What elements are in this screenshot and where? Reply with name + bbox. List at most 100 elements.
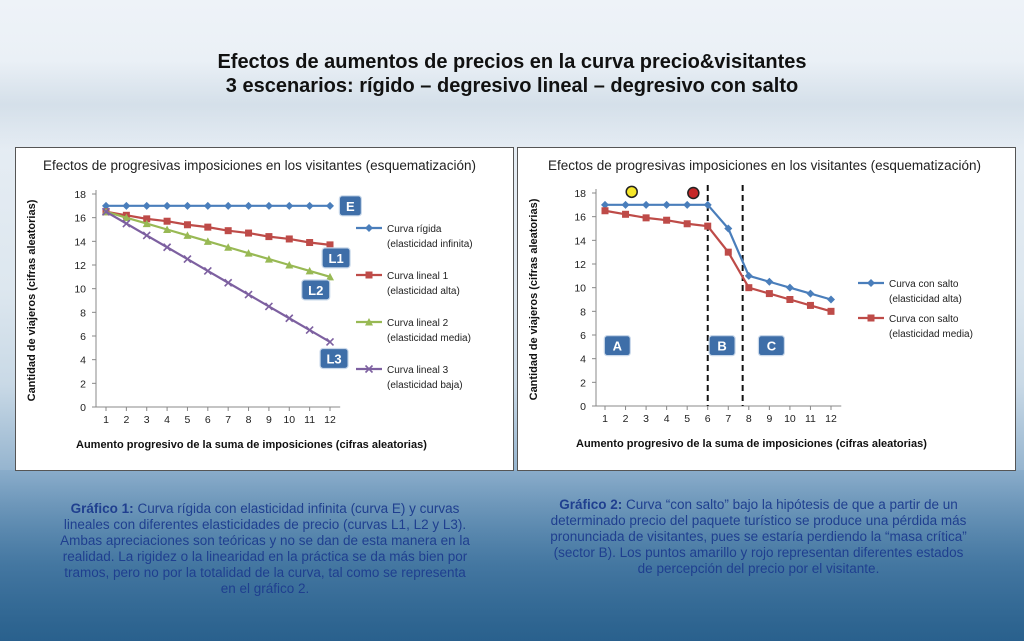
chart-2-series-2-point [663,216,671,224]
chart-2-sector-c-box [757,335,786,357]
chart-2-xtick-label: 4 [664,413,670,425]
chart-2-ytick-label: 6 [580,330,586,342]
chart-1-series-2-point [326,241,334,249]
chart-2-series-2-point [642,214,650,222]
chart-1-series-3-point [326,272,334,281]
chart-1-legend-label: Curva lineal 3 [387,365,449,376]
chart-2-series-2-point [601,207,609,215]
chart-2-series-1-point [662,200,671,209]
chart-2-ytick-label: 16 [574,212,586,224]
chart-1-label-l1: L1 [321,247,351,269]
chart-1-xtick-label: 5 [185,414,191,426]
chart-2-xtick-label: 8 [746,413,752,425]
page-title-line1: Efectos de aumentos de precios en la cur… [217,51,807,73]
chart-1-series-3-line [105,210,331,278]
chart-1-series-1-point [122,201,131,210]
chart-1-series-3-point [264,255,273,263]
chart-2-ytick-label: 8 [580,306,586,318]
chart-1-ytick-label: 16 [74,213,86,225]
chart-1-label-l2-box [301,279,331,301]
chart-2-xtick-label: 3 [643,413,649,425]
chart-1-label-e-box [338,195,362,217]
chart-2-legend-marker [867,279,875,287]
chart-1-series-4-point [163,243,172,252]
chart-1-series-3-point [122,213,131,222]
chart-1-series-3-point [224,243,233,251]
chart-1-legend-label: (elasticidad baja) [387,380,463,391]
chart-1-series-4-point [142,231,151,240]
chart-1-legend-label: (elasticidad infinita) [387,239,473,250]
chart-1-xtick-label: 12 [324,414,336,426]
background-sea [0,470,1024,641]
chart-1-legend-label: Curva rígida [387,224,442,235]
chart-2-sector-c: C [757,335,786,357]
chart-2-legend-item-1: Curva con salto (elasticidad alta) [858,279,962,305]
chart-2-series-2-line [604,209,832,313]
page-title: Efectos de aumentos de precios en la cur… [0,50,1024,98]
chart-2-title: Efectos de progresivas imposiciones en l… [548,158,981,173]
chart-2-ytick-label: 14 [574,235,586,247]
chart-2-series-1-point [724,224,733,233]
chart-2-legend-label: Curva con salto [889,314,959,325]
chart-1-ytick-label: 2 [80,378,86,390]
chart-1-series-4 [101,207,335,346]
chart-1-xtick-label: 1 [103,414,109,426]
chart-2-series-1-point [601,200,609,209]
chart-2-perception-point-2 [687,186,700,200]
chart-2-series-2-point [827,307,835,315]
chart-1-series-1-point [326,201,334,210]
chart-2-series-2 [601,207,835,315]
chart-1-x-axis-label: Aumento progresivo de la suma de imposic… [76,439,427,451]
chart-1-label-l3-label: L3 [326,351,341,366]
chart-1-series-1-point [183,201,192,210]
chart-1-series-3-point [305,266,314,275]
chart-1-series-1-point [285,201,294,210]
chart-2-series-2-point [806,301,814,309]
caption-1-label: Gráfico 1: [70,501,134,516]
chart-2-series-2-point [622,210,630,218]
chart-2-x-axis-label: Aumento progresivo de la suma de imposic… [576,438,927,450]
chart-1-legend-label: Curva lineal 1 [387,271,449,282]
chart-1-series-3-point [142,219,151,228]
chart-1-legend-item-1: Curva rígida (elasticidad infinita) [356,224,473,250]
chart-1-series-3-point [163,225,172,233]
caption-2-label: Gráfico 2: [559,497,623,512]
chart-1-series-1-point [305,201,314,210]
chart-1-legend-label: (elasticidad alta) [387,286,460,297]
chart-1-xtick-label: 4 [164,414,170,426]
chart-2-series-1-point [621,200,630,209]
chart-1-series-2-point [224,227,232,235]
chart-1-series-1-point [163,201,172,210]
chart-1-series-1-point [264,201,273,210]
chart-1-ytick-label: 6 [80,331,86,343]
chart-2-sector-a-box [603,335,631,357]
caption-chart-1: Gráfico 1: Curva rígida con elasticidad … [55,501,475,597]
chart-2-series-1-line [605,203,832,301]
caption-chart-2: Gráfico 2: Curva “con salto” bajo la hip… [546,497,971,577]
chart-2-sector-c-label: C [767,339,777,354]
chart-1-xtick-label: 9 [266,414,272,426]
chart-2-series-2-point [786,296,794,303]
chart-1-legend-item-4: Curva lineal 3 (elasticidad baja) [356,364,463,391]
chart-2-sector-a: A [603,335,631,357]
chart-2-legend-label: (elasticidad media) [889,329,973,340]
chart-2-perception-point-1 [625,185,638,199]
chart-1-series-2-point [163,217,171,225]
chart-1-series-4-point [183,255,192,264]
chart-1-series-3 [102,207,334,281]
chart-1-series-3-point [285,261,294,269]
chart-2-series-2-point [683,220,691,228]
caption-2-text: Curva “con salto” bajo la hipótesis de q… [550,497,967,576]
chart-1-series-4-point [122,219,131,228]
chart-2-xtick-label: 5 [684,413,690,425]
chart-1-label-e: E [338,195,362,217]
chart-1-series-2-point [265,233,273,241]
chart-2-series-2-point [745,284,753,292]
chart-2: Efectos de progresivas imposiciones en l… [528,158,981,450]
chart-1-title: Efectos de progresivas imposiciones en l… [43,158,476,173]
chart-1-xtick-label: 8 [246,414,252,426]
chart-1-legend-marker [365,224,373,232]
chart-1-ytick-label: 10 [74,284,86,296]
chart-2-ytick-label: 18 [574,188,586,200]
chart-1-series-4-point [203,266,212,275]
